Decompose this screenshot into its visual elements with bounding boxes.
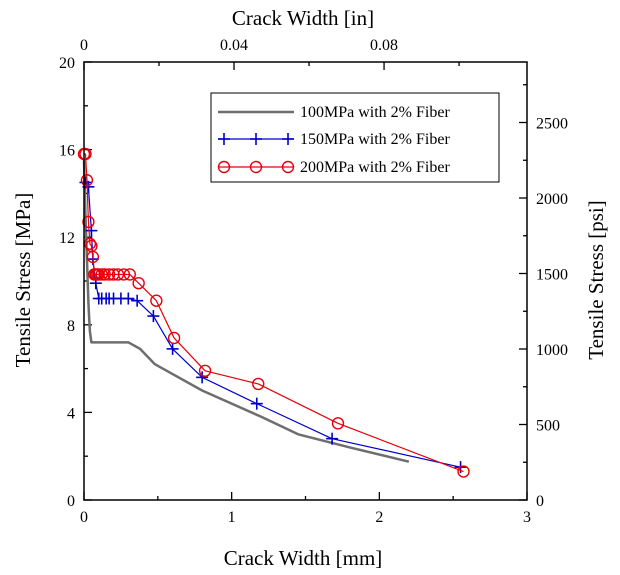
legend-label-150mpa: 150MPa with 2% Fiber — [300, 131, 450, 148]
series-2 — [79, 176, 467, 474]
x-tick-label-top: 0.08 — [370, 37, 398, 54]
y-tick-label-left: 12 — [59, 230, 75, 247]
data-point-circle — [79, 147, 92, 161]
data-point-circle — [132, 276, 145, 290]
y-tick-label-right: 0 — [536, 493, 544, 510]
data-point-plus — [196, 371, 209, 384]
data-point-circle — [150, 294, 163, 307]
x-axis-title-top: Crack Width [in] — [232, 6, 374, 30]
data-point-circle — [86, 250, 100, 264]
x-tick-label-bottom: 3 — [523, 509, 531, 526]
data-point-plus — [250, 397, 263, 410]
x-tick-label-top: 0.04 — [220, 37, 248, 54]
x-tick-label-bottom: 0 — [80, 509, 88, 526]
legend-marker-plus — [250, 133, 262, 145]
data-point-plus — [131, 294, 144, 307]
series-3 — [77, 147, 470, 478]
series-line-1 — [82, 160, 410, 463]
data-point-circle — [252, 377, 265, 391]
legend: 100MPa with 2% Fiber 150MPa with 2% Fibe… — [210, 92, 500, 183]
data-point-circle — [82, 215, 95, 229]
y-tick-label-left: 16 — [59, 143, 75, 160]
y-tick-label-left: 0 — [67, 493, 75, 510]
series-1 — [82, 160, 410, 463]
legend-marker-circle — [281, 160, 295, 174]
y-tick-label-right: 2000 — [536, 191, 568, 208]
data-point-plus — [147, 310, 160, 323]
legend-line-150mpa — [218, 133, 294, 145]
y-axis-title-left: Tensile Stress [MPa] — [11, 193, 35, 368]
y-tick-label-right: 500 — [536, 418, 560, 435]
legend-label-200mpa: 200MPa with 2% Fiber — [300, 159, 450, 176]
y-tick-label-left: 4 — [67, 405, 75, 422]
x-tick-label-bottom: 2 — [375, 509, 383, 526]
x-tick-label-bottom: 1 — [228, 509, 236, 526]
data-point-circle — [102, 268, 116, 281]
y-tick-label-right: 2500 — [536, 116, 568, 133]
legend-marker-plus — [218, 133, 230, 145]
legend-marker-circle — [249, 160, 263, 174]
data-point-circle — [95, 268, 108, 281]
data-point-circle — [167, 331, 181, 345]
data-point-plus — [166, 342, 179, 355]
data-point-plus — [326, 432, 339, 445]
data-point-circle — [123, 268, 136, 281]
data-point-circle — [198, 364, 212, 377]
plot-frame — [83, 61, 528, 501]
data-point-circle — [80, 174, 94, 187]
data-point-circle — [98, 268, 111, 281]
data-point-circle — [331, 417, 345, 430]
y-tick-label-left: 8 — [67, 318, 75, 335]
legend-marker-plus — [282, 133, 294, 145]
data-point-circle — [457, 465, 470, 478]
plot-series — [77, 147, 470, 478]
series-line-2 — [84, 182, 461, 468]
y-tick-label-right: 1000 — [536, 342, 568, 359]
y-tick-label-left: 20 — [59, 55, 75, 72]
data-point-plus — [122, 292, 135, 305]
y-tick-label-right: 1500 — [536, 267, 568, 284]
data-point-circle — [111, 268, 125, 281]
data-point-circle — [117, 268, 131, 281]
x-tick-label-top: 0 — [80, 37, 88, 54]
y-axis-title-right: Tensile Stress [psi] — [584, 200, 608, 360]
legend-label-100mpa: 100MPa with 2% Fiber — [300, 104, 450, 121]
x-axis-title-bottom: Crack Width [mm] — [224, 546, 383, 570]
legend-marker-circle — [217, 160, 231, 174]
legend-line-200mpa — [217, 160, 295, 174]
